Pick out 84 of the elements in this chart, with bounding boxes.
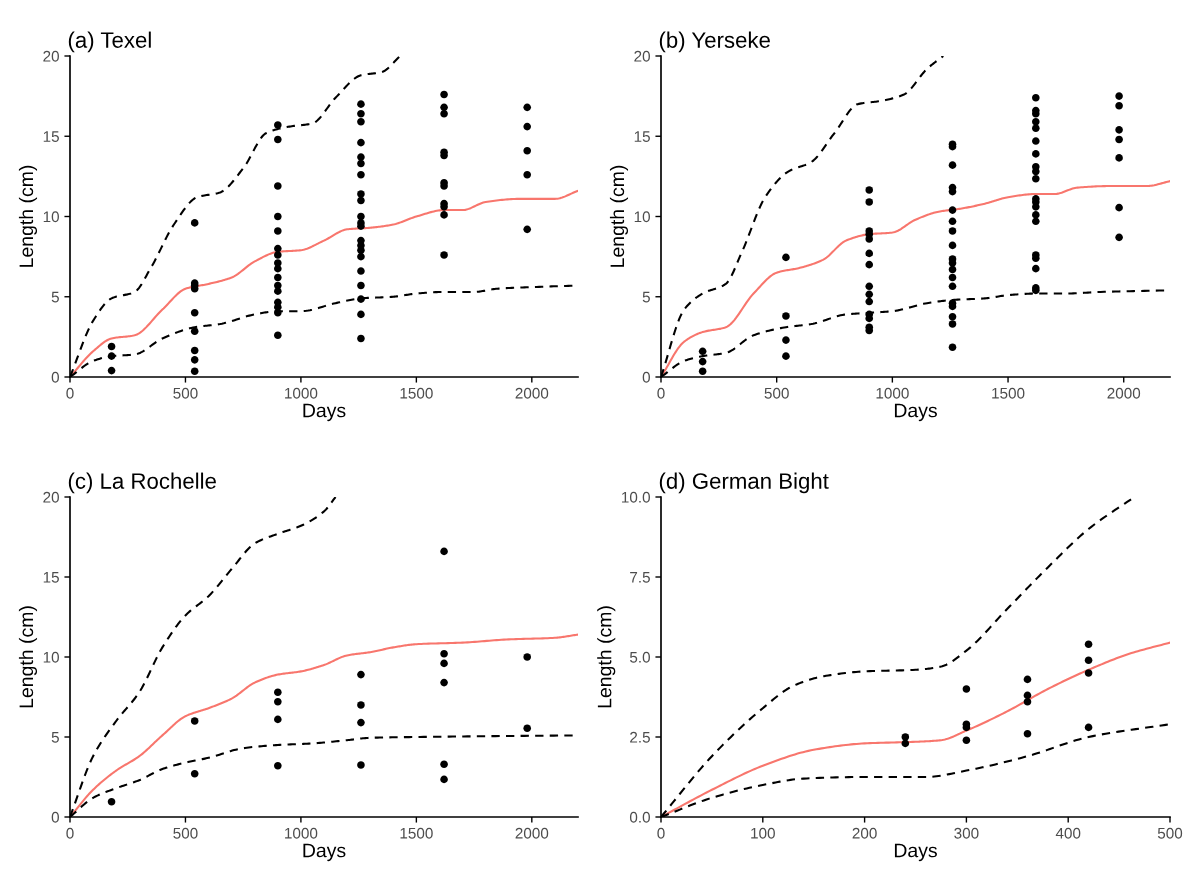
x-tick-label: 2000: [515, 387, 549, 399]
y-tick-label: 15: [43, 131, 59, 142]
point: [190, 770, 199, 778]
y-tick-label: 10: [43, 651, 59, 663]
point: [1023, 730, 1032, 738]
x-tick-label: 500: [173, 387, 198, 399]
x-tick-label: 500: [1157, 827, 1183, 839]
point: [190, 717, 199, 725]
point: [523, 653, 531, 661]
x-tick-label: 0: [657, 387, 665, 399]
point: [1084, 640, 1093, 648]
point: [1023, 675, 1032, 684]
point: [440, 547, 448, 556]
y-tick-label: 20: [43, 491, 59, 503]
point: [1023, 691, 1032, 700]
x-tick-label: 2000: [515, 827, 549, 839]
point: [440, 650, 448, 658]
y-tick-label: 2.5: [630, 731, 650, 743]
y-tick-label: 0.0: [629, 811, 650, 823]
x-tick-label: 1000: [876, 387, 909, 399]
point: [1023, 698, 1032, 706]
y-tick-label: 5: [642, 291, 650, 303]
y-tick-label: 15: [43, 572, 59, 583]
x-tick-label: 500: [764, 387, 789, 399]
point: [357, 670, 365, 679]
chart-title: (d) German Bight: [659, 472, 829, 494]
y-axis-title: Length (cm): [609, 165, 629, 267]
y-tick-label: 10: [634, 211, 650, 223]
x-tick-label: 0: [66, 387, 74, 399]
y-tick-label: 7.5: [630, 572, 650, 583]
y-tick-label: 5.0: [629, 651, 650, 663]
point: [901, 739, 910, 748]
point: [274, 688, 282, 696]
y-axis-title: Length (cm): [18, 165, 38, 267]
point: [523, 724, 531, 732]
point: [274, 715, 282, 724]
point: [274, 698, 282, 706]
x-axis-title: Days: [303, 843, 346, 862]
y-tick-label: 10.0: [622, 491, 650, 503]
y-tick-label: 5: [51, 291, 59, 303]
chart-title: (c) La Rochelle: [68, 472, 216, 494]
point: [440, 678, 448, 687]
point: [440, 659, 448, 668]
x-tick-label: 1000: [285, 827, 318, 839]
y-axis-title: Length (cm): [18, 606, 38, 708]
point: [357, 761, 365, 769]
x-tick-label: 1000: [285, 387, 318, 399]
point: [440, 775, 448, 784]
x-tick-label: 100: [751, 827, 775, 839]
point: [1084, 656, 1093, 664]
x-axis-title: Days: [303, 403, 346, 422]
x-tick-label: 0: [657, 827, 665, 839]
x-axis-title: Days: [894, 403, 937, 422]
x-tick-label: 1500: [992, 387, 1025, 399]
point: [962, 685, 971, 693]
point: [1084, 669, 1093, 677]
x-axis-title: Days: [894, 843, 937, 862]
y-tick-label: 15: [634, 131, 650, 142]
point: [962, 736, 971, 744]
y-tick-label: 20: [43, 50, 59, 62]
x-tick-label: 300: [954, 827, 979, 839]
y-tick-label: 20: [634, 50, 650, 62]
y-tick-label: 10: [43, 211, 59, 223]
y-tick-label: 5: [51, 732, 59, 743]
point: [440, 760, 448, 768]
x-tick-label: 2000: [1107, 387, 1141, 399]
x-tick-label: 200: [852, 827, 877, 839]
y-tick-label: 0: [642, 371, 650, 383]
x-tick-label: 1500: [400, 827, 433, 839]
point: [357, 718, 365, 727]
point: [274, 762, 282, 770]
chart-title: (a) Texel: [68, 31, 151, 53]
y-tick-label: 0: [51, 371, 59, 383]
point: [901, 733, 910, 741]
x-tick-label: 1500: [400, 387, 433, 399]
x-tick-label: 500: [173, 827, 198, 839]
y-tick-label: 0: [51, 811, 59, 823]
x-tick-label: 400: [1055, 827, 1081, 839]
x-tick-label: 0: [66, 827, 74, 839]
chart-title: (b) Yerseke: [659, 31, 770, 53]
point: [107, 798, 116, 806]
point: [357, 701, 365, 709]
y-axis-title: Length (cm): [597, 606, 616, 708]
point: [1084, 723, 1093, 732]
